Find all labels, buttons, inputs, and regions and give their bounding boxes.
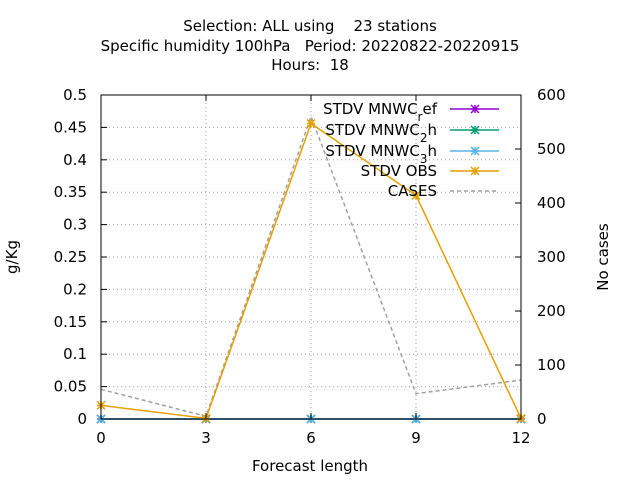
legend-entry: CASES (388, 182, 499, 200)
y-tick-label: 0.15 (54, 313, 87, 331)
y-tick-label: 0.05 (54, 378, 87, 396)
series-layer (96, 114, 526, 424)
y-tick-label: 0.1 (63, 345, 87, 363)
y2-tick-label: 100 (537, 356, 566, 374)
legend-label: STDV MNWCref (323, 100, 438, 124)
legend-entry: STDV OBS (361, 162, 499, 180)
x-tick-label: 6 (306, 429, 316, 447)
data-point-stdv-obs (411, 190, 421, 200)
y-tick-label: 0.25 (54, 248, 87, 266)
x-tick-label: 9 (411, 429, 421, 447)
axes-layer: 0 0.05 0.1 0.15 0.2 0.25 0.3 0.35 0.4 0.45 0.5 0 100… (54, 86, 566, 447)
legend-entry: STDV MNWCref (323, 100, 499, 124)
chart-title-line-3: Hours: 18 (271, 56, 349, 74)
legend-swatch-marker (470, 104, 480, 114)
legend-label: CASES (388, 182, 437, 200)
x-tick-label: 0 (96, 429, 106, 447)
chart-title-line-2: Specific humidity 100hPa Period: 2022082… (100, 37, 520, 55)
y2-tick-label: 500 (537, 140, 566, 158)
legend-swatch-marker (470, 146, 480, 156)
y2-tick-label: 200 (537, 302, 566, 320)
y-tick-label: 0 (77, 410, 87, 428)
legend-swatch-marker (470, 166, 480, 176)
y-tick-label: 0.45 (54, 118, 87, 136)
series-line-cases (100, 114, 522, 418)
y-tick-label: 0.2 (63, 280, 87, 298)
legend-label: STDV OBS (361, 162, 437, 180)
y2-tick-label: 400 (537, 194, 566, 212)
y2-axis-label: No cases (594, 223, 612, 291)
y2-tick-label: 600 (537, 86, 566, 104)
legend-swatch-marker (470, 125, 480, 135)
y-tick-label: 0.35 (54, 183, 87, 201)
y-axis-label: g/Kg (3, 240, 21, 274)
grid-lines (101, 95, 521, 419)
legend-label: STDV MNWC3h (325, 142, 437, 166)
y-tick-label: 0.3 (63, 216, 87, 234)
y-tick-label: 0.5 (63, 86, 87, 104)
y2-tick-label: 0 (537, 410, 547, 428)
x-tick-label: 3 (201, 429, 211, 447)
chart-title-line-1: Selection: ALL using 23 stations (183, 17, 437, 35)
y-tick-label: 0.4 (63, 151, 87, 169)
x-tick-label: 12 (511, 429, 530, 447)
data-point-stdv-obs (306, 118, 316, 129)
legend-entry: STDV MNWC2h (325, 121, 499, 145)
legend-entry: STDV MNWC3h (325, 142, 499, 166)
x-axis-label: Forecast length (252, 457, 368, 475)
legend-label: STDV MNWC2h (325, 121, 437, 145)
y2-tick-label: 300 (537, 248, 566, 266)
